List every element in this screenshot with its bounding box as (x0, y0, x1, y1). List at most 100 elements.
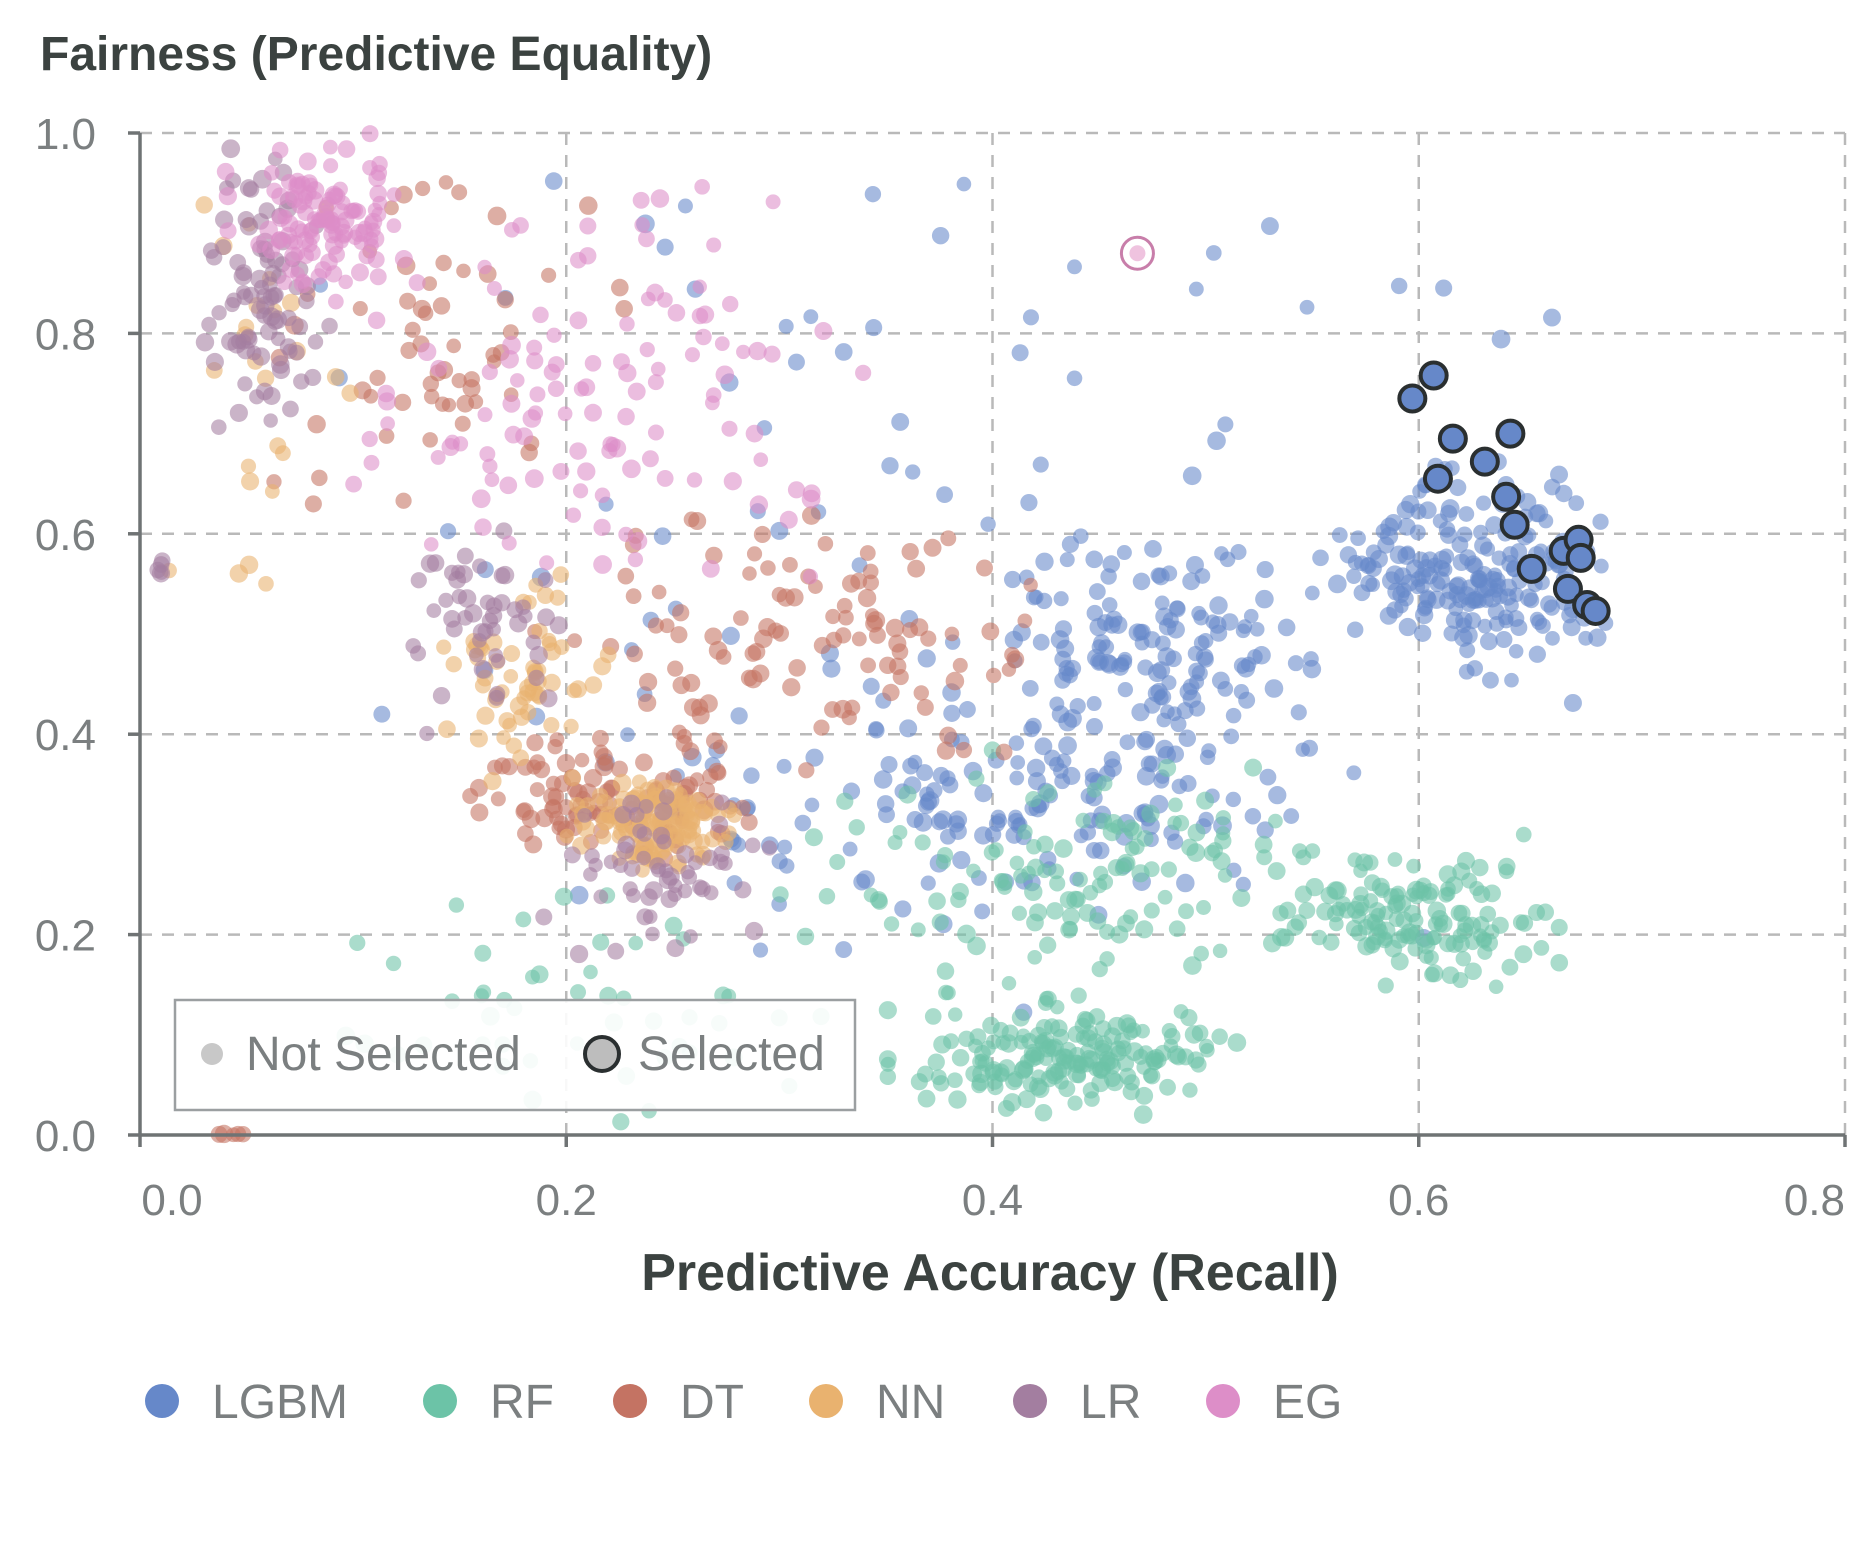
point-lgbm[interactable] (1003, 570, 1022, 589)
point-dt[interactable] (813, 719, 830, 736)
point-lgbm[interactable] (1346, 621, 1364, 638)
point-rf[interactable] (938, 984, 954, 1001)
point-dt[interactable] (462, 787, 479, 805)
point-lgbm[interactable] (1157, 647, 1177, 666)
point-eg[interactable] (613, 353, 630, 371)
point-rf[interactable] (1389, 888, 1405, 904)
point-rf[interactable] (936, 962, 955, 980)
point-rf[interactable] (1198, 1038, 1215, 1054)
point-dt[interactable] (667, 660, 684, 677)
point-rf[interactable] (1311, 929, 1328, 946)
point-lgbm[interactable] (788, 353, 805, 371)
point-lr[interactable] (683, 929, 698, 944)
point-lgbm[interactable] (1073, 828, 1089, 844)
point-lgbm[interactable] (842, 841, 858, 857)
point-eg[interactable] (386, 187, 402, 202)
point-rf[interactable] (1295, 849, 1312, 866)
point-lgbm[interactable] (891, 412, 910, 431)
point-dt[interactable] (744, 645, 762, 662)
point-eg[interactable] (650, 189, 670, 208)
point-eg[interactable] (322, 216, 340, 234)
point-rf[interactable] (829, 854, 846, 870)
point-lr[interactable] (744, 837, 761, 854)
point-nn[interactable] (256, 369, 275, 387)
point-lgbm[interactable] (804, 797, 820, 813)
point-rf[interactable] (1453, 904, 1471, 922)
point-lr[interactable] (229, 403, 248, 422)
point-eg[interactable] (552, 462, 570, 480)
point-lgbm[interactable] (917, 649, 936, 668)
point-rf[interactable] (385, 955, 402, 972)
point-nn[interactable] (195, 196, 213, 214)
point-lr[interactable] (258, 202, 276, 220)
point-lgbm[interactable] (1432, 513, 1448, 529)
point-lgbm[interactable] (1475, 495, 1492, 511)
selected-point-lgbm[interactable] (1437, 423, 1468, 454)
point-lgbm[interactable] (1256, 821, 1274, 839)
point-lgbm[interactable] (1182, 466, 1202, 486)
point-dt[interactable] (891, 643, 909, 660)
point-dt[interactable] (446, 338, 462, 354)
point-rf[interactable] (1048, 863, 1065, 880)
point-dt[interactable] (944, 626, 960, 642)
point-eg[interactable] (338, 274, 353, 290)
point-dt[interactable] (615, 300, 633, 318)
point-eg[interactable] (502, 335, 521, 355)
point-nn[interactable] (281, 293, 301, 312)
point-lgbm[interactable] (1523, 592, 1540, 609)
point-lr[interactable] (270, 331, 286, 347)
point-rf[interactable] (917, 1089, 936, 1108)
point-eg[interactable] (479, 446, 496, 462)
point-lgbm[interactable] (1137, 659, 1154, 676)
point-lgbm[interactable] (899, 719, 918, 738)
point-lr[interactable] (485, 597, 503, 615)
point-rf[interactable] (1476, 932, 1493, 949)
point-dt[interactable] (470, 803, 489, 822)
point-lgbm[interactable] (939, 828, 956, 845)
point-lgbm[interactable] (1420, 567, 1439, 585)
point-lgbm[interactable] (1529, 503, 1549, 523)
point-eg[interactable] (601, 442, 618, 459)
point-eg[interactable] (328, 245, 346, 263)
point-lgbm[interactable] (1360, 557, 1376, 573)
point-lgbm[interactable] (1410, 579, 1426, 595)
point-lgbm[interactable] (1011, 344, 1029, 362)
point-rf[interactable] (1298, 901, 1316, 919)
point-lr[interactable] (307, 334, 324, 350)
point-eg[interactable] (647, 374, 664, 391)
point-eg[interactable] (386, 218, 402, 233)
point-eg[interactable] (686, 472, 703, 488)
point-eg[interactable] (371, 155, 388, 173)
point-rf[interactable] (836, 792, 854, 810)
point-dt[interactable] (746, 546, 763, 562)
point-rf[interactable] (968, 770, 985, 787)
point-lgbm[interactable] (1155, 635, 1171, 652)
point-lgbm[interactable] (1365, 544, 1382, 561)
point-rf[interactable] (1290, 914, 1308, 931)
point-rf[interactable] (1441, 966, 1460, 985)
point-lgbm[interactable] (1233, 657, 1251, 674)
point-eg[interactable] (641, 450, 659, 468)
point-dt[interactable] (485, 347, 502, 363)
point-rf[interactable] (1046, 902, 1064, 920)
point-lr[interactable] (525, 634, 542, 651)
point-lgbm[interactable] (1154, 595, 1170, 611)
point-rf[interactable] (1469, 880, 1485, 897)
point-dt[interactable] (865, 614, 883, 633)
point-eg[interactable] (639, 341, 655, 358)
point-lgbm[interactable] (777, 839, 793, 855)
point-dt[interactable] (743, 669, 763, 689)
point-dt[interactable] (647, 617, 664, 634)
point-lgbm[interactable] (1244, 807, 1262, 825)
point-lr[interactable] (577, 808, 592, 823)
point-lgbm[interactable] (936, 486, 954, 504)
point-dt[interactable] (412, 299, 432, 319)
point-nn[interactable] (476, 706, 495, 725)
point-rf[interactable] (936, 847, 954, 864)
point-dt[interactable] (659, 618, 675, 634)
point-eg[interactable] (482, 458, 498, 474)
point-lr[interactable] (201, 316, 217, 333)
point-lgbm[interactable] (1545, 630, 1560, 646)
point-rf[interactable] (1472, 916, 1490, 933)
point-lgbm[interactable] (1027, 772, 1046, 791)
